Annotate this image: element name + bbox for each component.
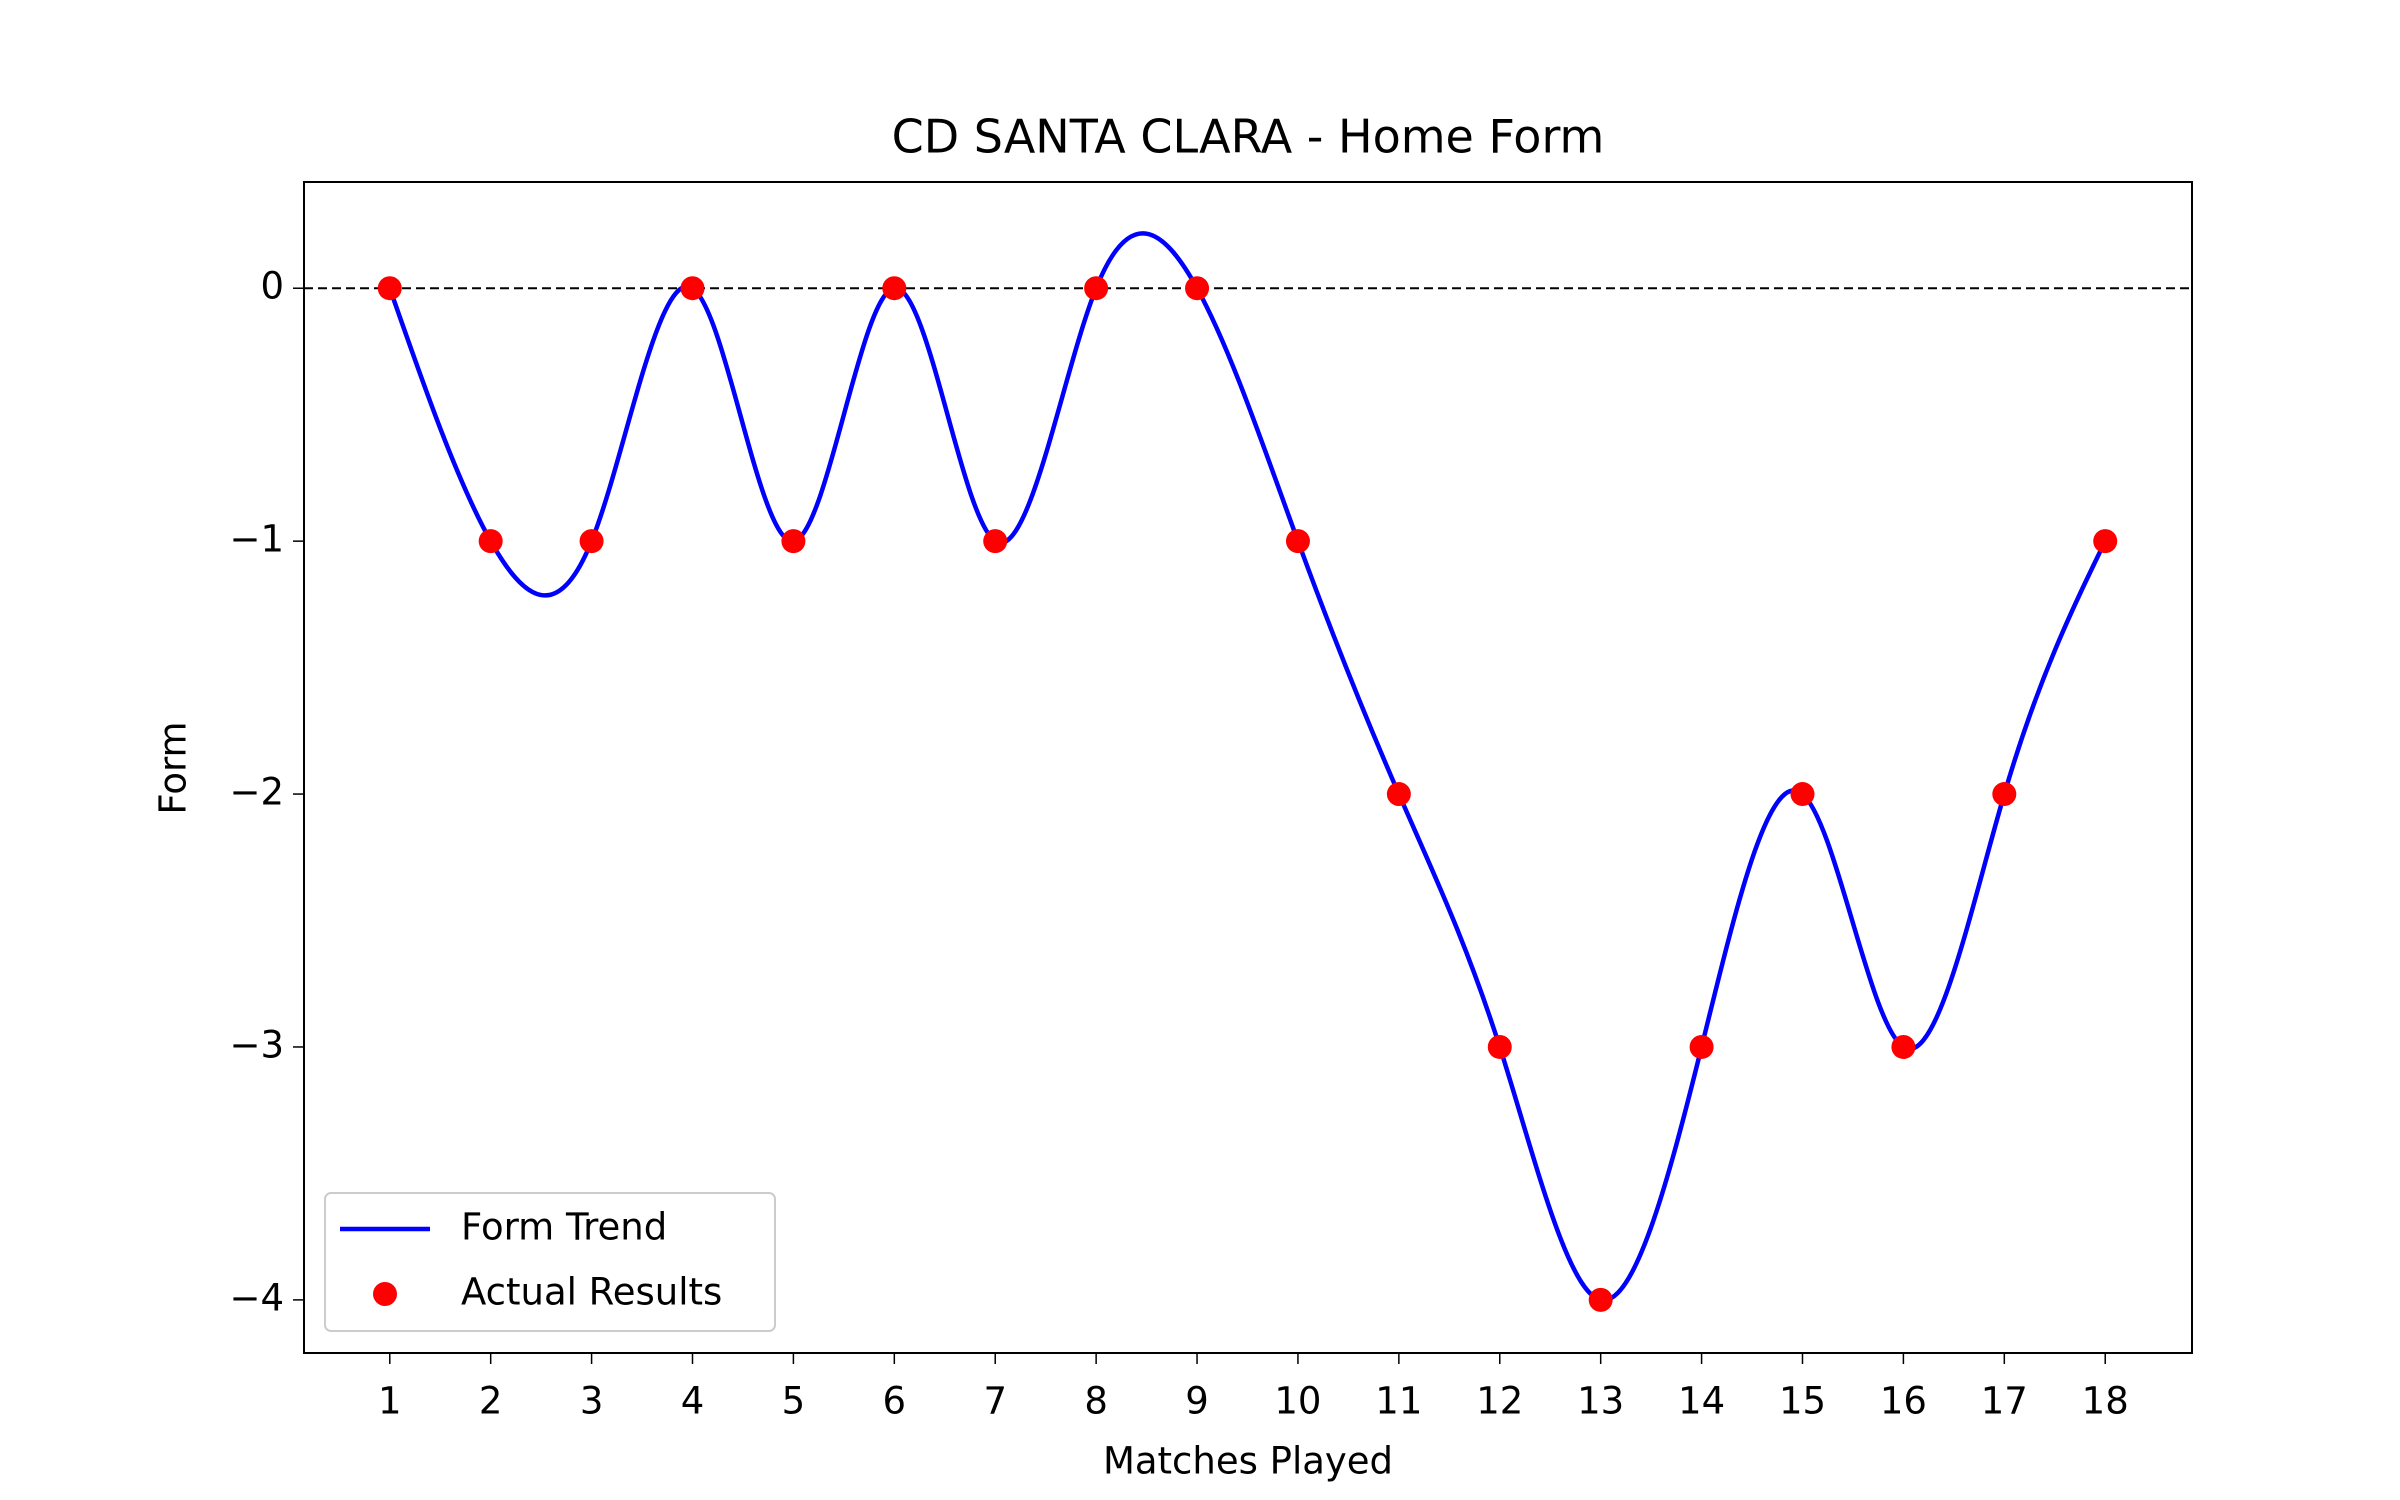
result-point [579,529,604,554]
result-point [882,276,907,301]
x-tick-label: 4 [681,1380,705,1423]
x-tick-label: 11 [1375,1380,1422,1423]
result-point [1689,1034,1714,1059]
result-point [1084,276,1109,301]
legend: Form Trend Actual Results [324,1192,776,1332]
legend-marker [373,1282,397,1306]
result-point [1386,782,1411,807]
result-point [1891,1034,1916,1059]
legend-label: Form Trend [461,1206,667,1249]
result-point [1285,529,1310,554]
y-tick-label: −2 [229,771,284,814]
result-point [478,529,503,554]
y-tick-label: −3 [229,1023,284,1066]
x-tick-label: 10 [1274,1380,1321,1423]
x-tick-label: 7 [983,1380,1007,1423]
x-tick-label: 17 [1981,1380,2028,1423]
result-point [1790,782,1815,807]
legend-box [324,1192,776,1332]
x-tick-label: 18 [2082,1380,2129,1423]
x-tick-label: 1 [378,1380,402,1423]
x-axis-label: Matches Played [1103,1440,1393,1483]
x-tick-label: 8 [1084,1380,1108,1423]
result-point [2093,529,2118,554]
x-tick-label: 16 [1880,1380,1927,1423]
result-point [1487,1034,1512,1059]
x-tick-label: 13 [1577,1380,1624,1423]
result-point [1588,1287,1613,1312]
x-tick-label: 3 [580,1380,604,1423]
x-tick-label: 9 [1185,1380,1209,1423]
plot-frame [303,181,2193,1354]
y-axis-label: Form [152,721,195,814]
x-tick-label: 6 [883,1380,907,1423]
trend-line [387,231,2108,1303]
x-tick-label: 12 [1476,1380,1523,1423]
result-point [781,529,806,554]
result-point [377,276,402,301]
result-point [1185,276,1210,301]
legend-label: Actual Results [461,1271,722,1314]
y-tick-label: 0 [260,265,284,308]
result-point [983,529,1008,554]
y-tick-label: −4 [229,1276,284,1319]
chart-title: CD SANTA CLARA - Home Form [892,110,1605,164]
x-tick-label: 2 [479,1380,503,1423]
result-point [1992,782,2017,807]
y-tick-label: −1 [229,518,284,561]
x-tick-label: 15 [1779,1380,1826,1423]
x-tick-label: 5 [782,1380,806,1423]
x-tick-label: 14 [1678,1380,1725,1423]
result-point [680,276,705,301]
